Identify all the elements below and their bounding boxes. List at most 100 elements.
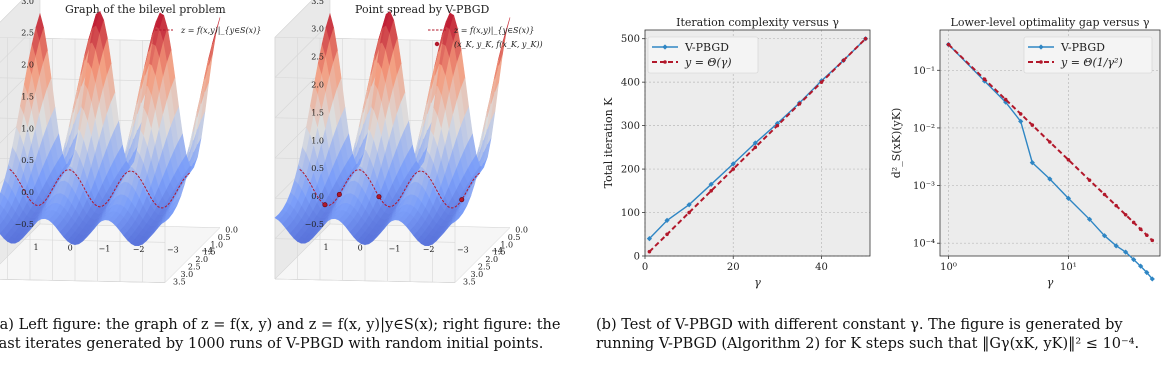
legend-label: V-PBGD <box>684 41 729 54</box>
x-tick-label: 0 <box>358 244 363 253</box>
data-point <box>1086 216 1093 222</box>
y-tick-label: 2.0 <box>195 255 208 264</box>
y-tick-label: 2.5 <box>188 263 201 272</box>
x-tick-label: 1 <box>323 243 328 252</box>
z-tick-label: 0.0 <box>21 188 34 197</box>
surface-mesh <box>274 10 511 247</box>
legend-marker <box>1039 60 1043 64</box>
x-tick-label: −1 <box>99 244 111 253</box>
data-point <box>1018 118 1024 124</box>
data-point <box>1138 227 1143 232</box>
x-axis-label: γ <box>1047 276 1054 289</box>
caption-b: (b) Test of V-PBGD with different consta… <box>596 317 1140 352</box>
data-point <box>1150 238 1155 243</box>
data-point <box>946 42 951 47</box>
data-point <box>1144 269 1150 276</box>
y-tick-label: 10⁻¹ <box>913 66 935 77</box>
y-tick-label: 10⁻² <box>913 123 935 134</box>
legend-marker-point <box>434 41 440 47</box>
data-point <box>1066 157 1071 162</box>
data-point <box>665 232 669 237</box>
data-point <box>863 36 868 41</box>
y-tick-label: 1.5 <box>203 248 216 257</box>
z-tick-label: 1.0 <box>311 136 324 145</box>
y-tick-label: 0.0 <box>515 225 528 234</box>
y-tick-label: 300 <box>621 121 640 132</box>
z-tick-label: 2.5 <box>21 29 34 38</box>
x-tick-label: 0 <box>642 262 648 273</box>
surface-patch <box>208 31 217 66</box>
x-tick-label: 1 <box>33 243 38 252</box>
data-point <box>797 102 802 106</box>
z-tick-label: 3.0 <box>311 25 324 34</box>
data-point <box>753 145 758 150</box>
z-tick-label: −0.5 <box>305 220 324 229</box>
caption-a: (a) Left figure: the graph of z = f(x, y… <box>0 317 561 352</box>
x-tick-label: 20 <box>727 262 740 273</box>
data-point <box>775 123 780 128</box>
y-tick-label: 100 <box>621 208 640 219</box>
y-tick-label: 2.0 <box>485 255 498 264</box>
grid-line <box>0 0 23 23</box>
data-point <box>709 189 713 193</box>
data-point <box>1087 178 1092 182</box>
legend: V-PBGD y = Θ(1/γ²) <box>1023 36 1153 74</box>
legend: z = f(x,y)|_{y∈S(x)} <box>155 26 261 35</box>
data-point <box>1018 112 1023 116</box>
surface-patch <box>502 17 511 45</box>
legend: V-PBGD y = Θ(γ) <box>647 36 759 74</box>
z-tick-label: 0.0 <box>311 192 324 201</box>
z-tick-label: 0.5 <box>311 164 324 173</box>
y-tick-label: 0.0 <box>225 225 238 234</box>
grid-line <box>0 223 41 265</box>
legend-marker <box>662 44 668 50</box>
y-tick-label: 3.0 <box>470 270 483 279</box>
y-tick-label: 3.0 <box>180 270 193 279</box>
data-point <box>1047 176 1053 182</box>
y-tick-label: 0.5 <box>218 233 231 242</box>
y-tick-label: 1.5 <box>493 248 506 257</box>
grid-line <box>274 0 313 38</box>
iterate-point <box>376 194 382 200</box>
data-point <box>1048 140 1052 144</box>
plot-frame <box>644 29 871 257</box>
optimality-gap-chart: 10⁰ 10¹ 10⁻¹ 10⁻² 10⁻³ 10⁻⁴ Lower-level optima… <box>890 16 1161 289</box>
legend: z = f(x,y)|_{y∈S(x)} (x_K, y_K, f(x_K, y_… <box>428 26 543 49</box>
z-tick-label: 1.5 <box>311 108 324 117</box>
chart-title: Lower-level optimality gap versus γ <box>951 16 1150 29</box>
iterate-point <box>336 191 342 197</box>
legend-marker <box>663 60 667 64</box>
data-point <box>1131 220 1136 225</box>
value-function-curve <box>299 169 481 209</box>
data-point <box>1114 203 1118 208</box>
data-point <box>841 58 846 63</box>
grid-line <box>0 22 41 63</box>
data-point <box>982 77 987 82</box>
surface-patch <box>212 17 221 45</box>
grid-line <box>274 223 331 280</box>
y-tick-label: 1.0 <box>210 240 223 249</box>
data-point <box>774 120 780 127</box>
x-tick-label: −3 <box>457 246 469 255</box>
legend-box <box>647 36 759 74</box>
z-tick-label: 2.5 <box>311 53 324 62</box>
z-tick-label: 3.5 <box>311 0 324 6</box>
data-point <box>1030 123 1035 127</box>
grid-line <box>274 22 331 78</box>
x-tick-label: −2 <box>133 245 145 254</box>
data-point <box>1138 263 1144 269</box>
legend-label: z = f(x,y)|_{y∈S(x)} <box>180 26 261 35</box>
left-surface-plot: 3.02.52.01.51.00.50.0−0.51 0 −1 −2 −3 −43.53.… <box>0 0 261 287</box>
x-tick-label: 0 <box>68 244 73 253</box>
y-tick-label: 10⁻³ <box>913 181 935 192</box>
data-point <box>1065 195 1072 201</box>
x-tick-label: −4 <box>201 246 213 255</box>
y-tick-label: 500 <box>621 34 640 45</box>
data-point <box>730 161 736 167</box>
y-tick-label: 200 <box>621 165 640 176</box>
x-tick-label: 10¹ <box>1060 262 1077 273</box>
data-point <box>1113 243 1119 249</box>
right-3d-title: Point spread by V-PBGD <box>355 3 490 16</box>
z-tick-label: 0.5 <box>21 156 34 165</box>
data-point <box>819 80 824 84</box>
